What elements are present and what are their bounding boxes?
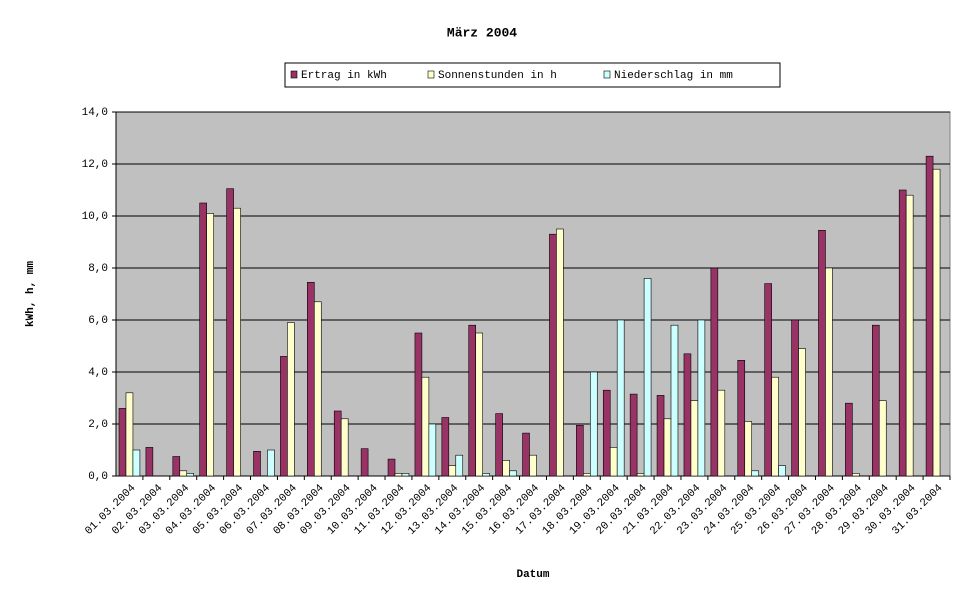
bar: [172, 456, 181, 477]
bar: [656, 395, 665, 477]
bar: [556, 228, 564, 477]
bar: [125, 392, 134, 477]
bar: [663, 418, 672, 477]
bar: [825, 267, 833, 477]
bar: [340, 418, 349, 477]
bar: [710, 267, 719, 477]
bar: [576, 424, 584, 477]
bar: [421, 376, 430, 477]
bar: [394, 473, 403, 477]
legend-swatch: [603, 70, 611, 79]
y-tick-label: 10,0: [82, 211, 108, 223]
legend-label: Sonnenstunden in h: [438, 70, 557, 82]
bar: [414, 332, 423, 477]
bar: [609, 447, 618, 477]
bar: [818, 230, 826, 477]
y-tick-label: 6,0: [88, 315, 108, 327]
bar: [186, 473, 195, 477]
bar: [475, 332, 483, 477]
bar: [313, 301, 322, 477]
bar: [778, 465, 786, 477]
bar: [670, 324, 679, 477]
bar: [280, 356, 288, 477]
bar: [616, 319, 625, 477]
bar: [495, 413, 503, 477]
y-tick-label: 0,0: [88, 471, 108, 483]
chart-title: März 2004: [447, 25, 517, 40]
bar: [690, 400, 699, 477]
legend-label: Ertrag in kWh: [301, 70, 387, 82]
bar: [697, 319, 706, 477]
bar: [744, 421, 753, 477]
bar: [549, 233, 557, 477]
bar: [852, 473, 860, 477]
bar: [455, 454, 464, 477]
bar: [925, 155, 934, 477]
bar: [529, 454, 537, 477]
bar: [791, 319, 799, 477]
bar: [589, 371, 598, 477]
bar: [307, 281, 315, 477]
bar: [482, 473, 490, 477]
bar: [509, 470, 517, 477]
bar: [287, 322, 295, 477]
bar: [717, 389, 726, 477]
bar: [502, 460, 510, 477]
bar: [737, 359, 746, 477]
bar: [932, 168, 941, 477]
bar: [267, 449, 275, 477]
bar: [871, 324, 880, 477]
bar: [333, 410, 342, 477]
bar: [845, 402, 853, 477]
bar: [764, 283, 772, 477]
bar: [629, 393, 638, 477]
bar: [253, 450, 261, 477]
bar: [522, 432, 530, 477]
bar: [233, 207, 241, 477]
bar: [771, 376, 779, 477]
y-axis-label: kWh, h, mm: [25, 261, 37, 327]
bar: [905, 194, 914, 477]
bar: [206, 213, 214, 477]
bar: [448, 465, 457, 477]
bar: [401, 473, 410, 477]
bar: [226, 188, 234, 477]
bar: [898, 189, 907, 477]
x-axis-label: Datum: [516, 569, 549, 581]
bar: [878, 400, 887, 477]
bar: [468, 324, 477, 477]
y-tick-label: 14,0: [82, 107, 108, 119]
bar: [583, 473, 591, 477]
y-tick-label: 12,0: [82, 159, 108, 171]
bar: [360, 448, 369, 477]
bar: [145, 447, 154, 477]
plot-area: [115, 111, 951, 477]
bar: [602, 389, 611, 477]
bar: [199, 202, 207, 477]
bar: [751, 470, 759, 477]
bar: [441, 417, 450, 477]
y-tick-label: 4,0: [88, 367, 108, 379]
y-tick-label: 8,0: [88, 263, 108, 275]
bar: [636, 473, 645, 477]
legend-swatch: [427, 70, 435, 79]
bar: [683, 353, 692, 477]
bar: [179, 470, 188, 477]
legend-label: Niederschlag in mm: [614, 70, 733, 82]
bar: [132, 449, 141, 477]
y-tick-label: 2,0: [88, 419, 108, 431]
bar: [798, 348, 806, 477]
bar: [387, 458, 396, 477]
legend-swatch: [290, 70, 298, 79]
bar: [643, 278, 652, 477]
bar: [118, 408, 127, 477]
bar: [428, 423, 437, 477]
legend-box: [284, 62, 781, 88]
